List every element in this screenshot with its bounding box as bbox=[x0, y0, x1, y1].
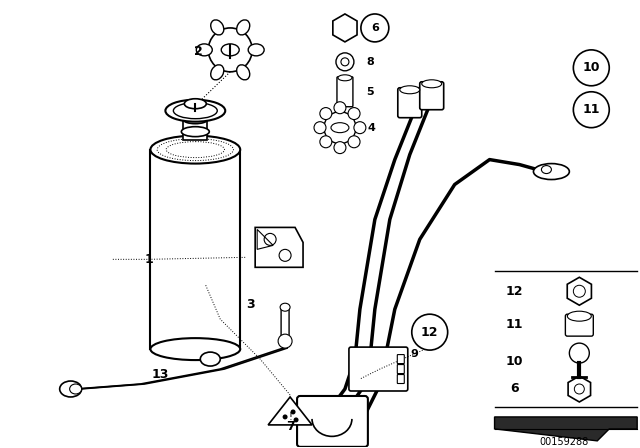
FancyBboxPatch shape bbox=[397, 354, 404, 364]
FancyBboxPatch shape bbox=[398, 88, 422, 118]
Ellipse shape bbox=[173, 103, 217, 119]
Text: 7: 7 bbox=[285, 420, 294, 433]
Ellipse shape bbox=[221, 44, 239, 56]
Text: 00159288: 00159288 bbox=[540, 437, 589, 447]
Text: !: ! bbox=[288, 412, 292, 422]
Polygon shape bbox=[495, 417, 637, 441]
Text: 3: 3 bbox=[246, 298, 255, 311]
Ellipse shape bbox=[541, 166, 552, 173]
FancyBboxPatch shape bbox=[281, 306, 289, 338]
Text: 2: 2 bbox=[194, 45, 203, 58]
Text: 6: 6 bbox=[371, 23, 379, 33]
Ellipse shape bbox=[280, 303, 290, 311]
Ellipse shape bbox=[165, 100, 225, 122]
Ellipse shape bbox=[196, 44, 212, 56]
Circle shape bbox=[264, 233, 276, 246]
Circle shape bbox=[412, 314, 447, 350]
Circle shape bbox=[320, 136, 332, 148]
Circle shape bbox=[573, 92, 609, 128]
Ellipse shape bbox=[150, 338, 240, 360]
FancyBboxPatch shape bbox=[337, 77, 353, 107]
Text: 12: 12 bbox=[421, 326, 438, 339]
Ellipse shape bbox=[422, 80, 442, 88]
Text: 6: 6 bbox=[510, 383, 519, 396]
FancyBboxPatch shape bbox=[397, 365, 404, 374]
Circle shape bbox=[278, 334, 292, 348]
Circle shape bbox=[334, 142, 346, 154]
FancyBboxPatch shape bbox=[397, 375, 404, 383]
Polygon shape bbox=[255, 228, 303, 267]
FancyBboxPatch shape bbox=[150, 150, 240, 349]
Ellipse shape bbox=[184, 99, 206, 109]
Text: 11: 11 bbox=[506, 318, 524, 331]
Text: 10: 10 bbox=[582, 61, 600, 74]
Circle shape bbox=[574, 384, 584, 394]
Circle shape bbox=[320, 108, 332, 120]
Text: 1: 1 bbox=[144, 253, 153, 266]
Ellipse shape bbox=[150, 136, 240, 164]
Ellipse shape bbox=[183, 116, 207, 124]
Ellipse shape bbox=[534, 164, 570, 180]
Circle shape bbox=[573, 50, 609, 86]
FancyBboxPatch shape bbox=[297, 396, 368, 447]
Circle shape bbox=[361, 14, 389, 42]
FancyBboxPatch shape bbox=[349, 347, 408, 391]
Text: 12: 12 bbox=[506, 285, 524, 298]
Circle shape bbox=[294, 418, 298, 422]
Text: 10: 10 bbox=[506, 354, 524, 367]
Text: 13: 13 bbox=[152, 367, 169, 380]
Polygon shape bbox=[268, 397, 312, 425]
Ellipse shape bbox=[568, 311, 591, 321]
Text: 9: 9 bbox=[411, 349, 419, 359]
Ellipse shape bbox=[60, 381, 82, 397]
Circle shape bbox=[334, 102, 346, 114]
Ellipse shape bbox=[237, 20, 250, 35]
Ellipse shape bbox=[237, 65, 250, 80]
Text: 11: 11 bbox=[582, 103, 600, 116]
Text: 5: 5 bbox=[366, 87, 374, 97]
Circle shape bbox=[291, 409, 296, 414]
Circle shape bbox=[314, 122, 326, 134]
Ellipse shape bbox=[331, 123, 349, 133]
Ellipse shape bbox=[70, 384, 82, 394]
FancyBboxPatch shape bbox=[183, 120, 207, 140]
Circle shape bbox=[324, 112, 356, 144]
Circle shape bbox=[348, 136, 360, 148]
Circle shape bbox=[283, 414, 287, 419]
Ellipse shape bbox=[338, 75, 352, 81]
Circle shape bbox=[208, 28, 252, 72]
Circle shape bbox=[341, 58, 349, 66]
FancyBboxPatch shape bbox=[420, 82, 444, 110]
Circle shape bbox=[573, 285, 586, 297]
Ellipse shape bbox=[400, 86, 420, 94]
Circle shape bbox=[336, 53, 354, 71]
Ellipse shape bbox=[181, 127, 209, 137]
Ellipse shape bbox=[248, 44, 264, 56]
Circle shape bbox=[354, 122, 366, 134]
FancyBboxPatch shape bbox=[565, 314, 593, 336]
Ellipse shape bbox=[211, 20, 224, 35]
Ellipse shape bbox=[211, 65, 224, 80]
Text: 4: 4 bbox=[368, 123, 376, 133]
Circle shape bbox=[279, 250, 291, 261]
Ellipse shape bbox=[200, 352, 220, 366]
Circle shape bbox=[570, 343, 589, 363]
Circle shape bbox=[348, 108, 360, 120]
Text: 8: 8 bbox=[366, 57, 374, 67]
